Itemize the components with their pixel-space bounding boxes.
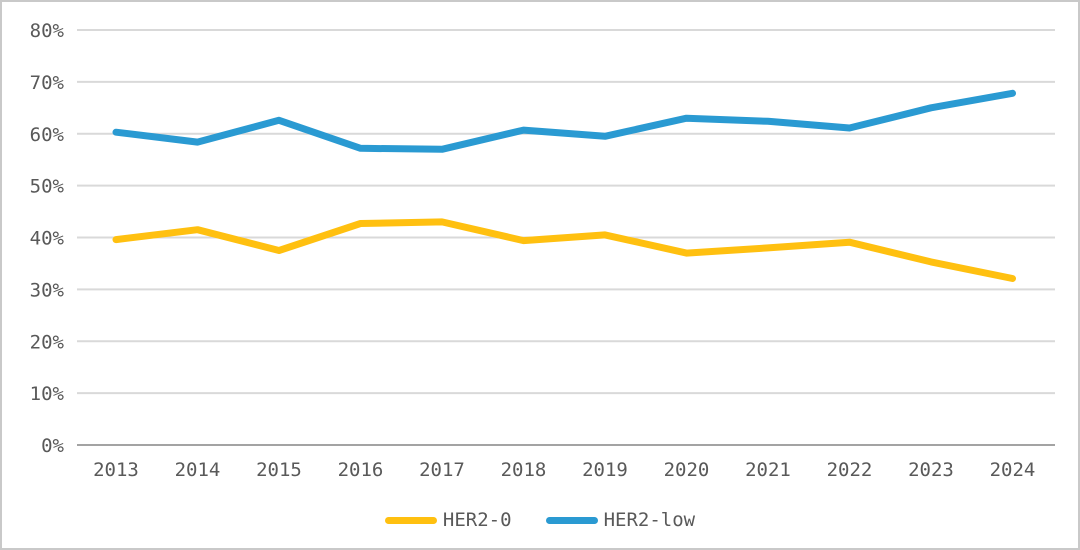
x-tick-label: 2023 — [908, 459, 954, 481]
y-tick-label: 10% — [30, 383, 65, 405]
x-tick-label: 2024 — [990, 459, 1036, 481]
x-tick-label: 2018 — [501, 459, 547, 481]
legend-label-her2-0: HER2-0 — [442, 509, 512, 531]
her2-low-line-swatch — [545, 516, 598, 524]
x-tick-label: 2015 — [256, 459, 302, 481]
x-tick-label: 2016 — [338, 459, 384, 481]
x-tick-label: 2020 — [664, 459, 710, 481]
legend-item-her2-low: HER2-low — [545, 507, 696, 533]
x-tick-label: 2017 — [419, 459, 465, 481]
y-tick-label: 60% — [30, 124, 65, 146]
her2-0-line-swatch — [384, 516, 437, 524]
x-tick-label: 2013 — [93, 459, 139, 481]
legend-label-her2-low: HER2-low — [603, 509, 696, 531]
series-line-her2-0 — [112, 218, 1016, 282]
legend-item-her2-0: HER2-0 — [384, 507, 512, 533]
y-tick-label: 70% — [30, 72, 65, 94]
y-tick-label: 80% — [30, 20, 65, 42]
y-tick-label: 40% — [30, 228, 65, 250]
y-tick-label: 30% — [30, 279, 65, 301]
y-tick-label: 0% — [41, 435, 64, 457]
x-tick-label: 2022 — [827, 459, 873, 481]
x-tick-label: 2019 — [582, 459, 628, 481]
series-line-her2-low — [112, 89, 1016, 153]
x-tick-label: 2014 — [175, 459, 221, 481]
y-tick-label: 50% — [30, 176, 65, 198]
x-tick-label: 2021 — [745, 459, 791, 481]
y-tick-label: 20% — [30, 331, 65, 353]
legend: HER2-0 HER2-low — [2, 507, 1078, 533]
